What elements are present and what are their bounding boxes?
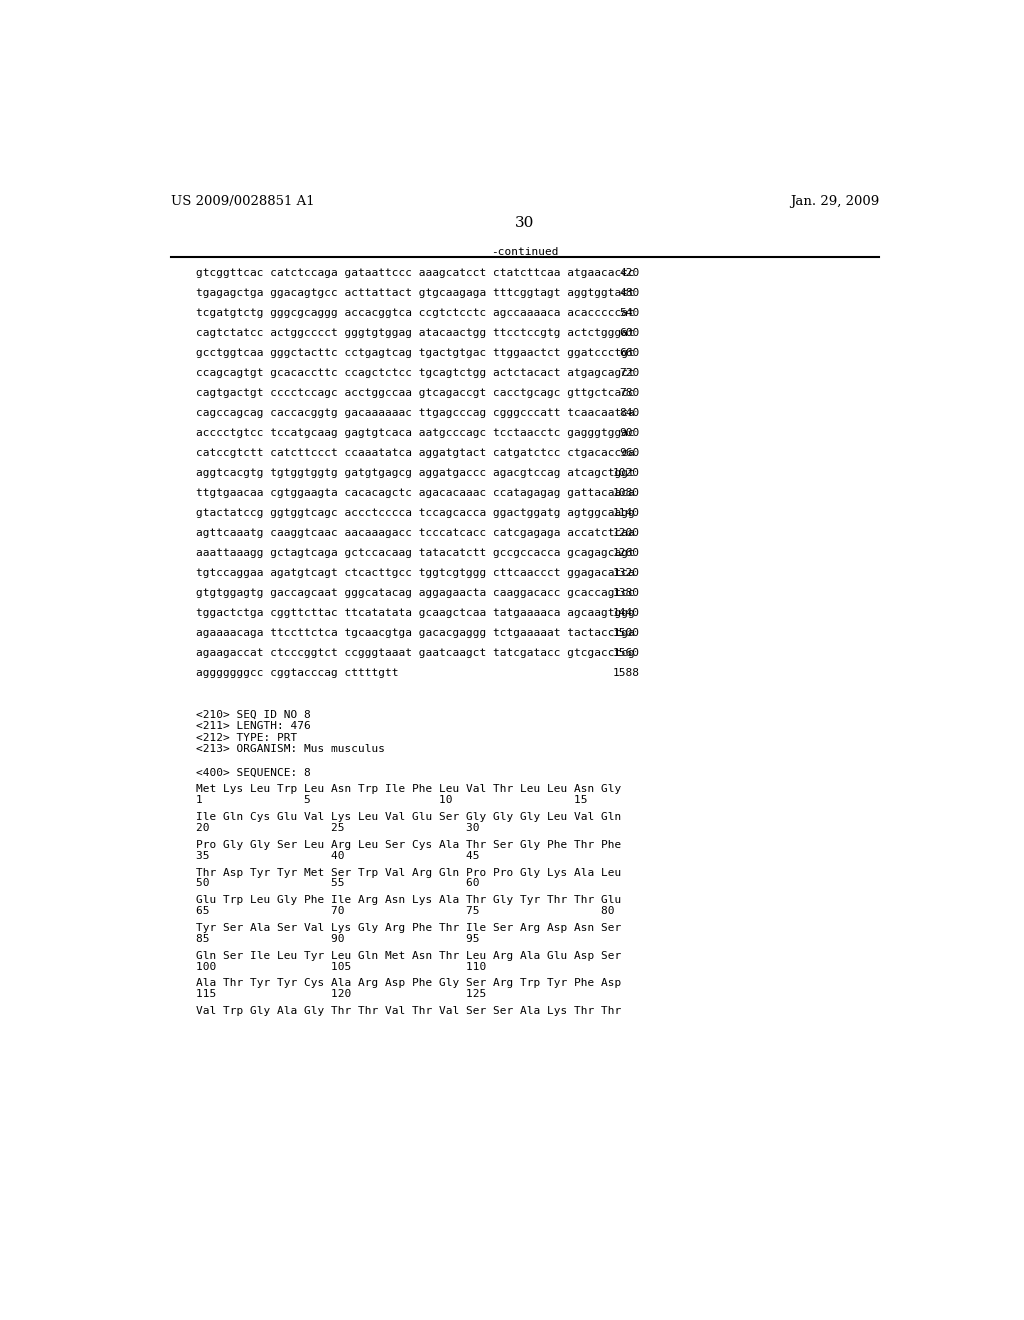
Text: aaattaaagg gctagtcaga gctccacaag tatacatctt gccgccacca gcagagcagt: aaattaaagg gctagtcaga gctccacaag tatacat… (197, 548, 635, 558)
Text: 20                  25                  30: 20 25 30 (197, 822, 479, 833)
Text: Thr Asp Tyr Tyr Met Ser Trp Val Arg Gln Pro Pro Gly Lys Ala Leu: Thr Asp Tyr Tyr Met Ser Trp Val Arg Gln … (197, 867, 622, 878)
Text: tgtccaggaa agatgtcagt ctcacttgcc tggtcgtggg cttcaaccct ggagacatca: tgtccaggaa agatgtcagt ctcacttgcc tggtcgt… (197, 568, 635, 578)
Text: 1440: 1440 (612, 609, 640, 618)
Text: US 2009/0028851 A1: US 2009/0028851 A1 (171, 195, 314, 209)
Text: 50                  55                  60: 50 55 60 (197, 878, 479, 888)
Text: 540: 540 (620, 308, 640, 318)
Text: Ala Thr Tyr Tyr Cys Ala Arg Asp Phe Gly Ser Arg Trp Tyr Phe Asp: Ala Thr Tyr Tyr Cys Ala Arg Asp Phe Gly … (197, 978, 622, 989)
Text: 1560: 1560 (612, 648, 640, 659)
Text: 1020: 1020 (612, 469, 640, 478)
Text: 420: 420 (620, 268, 640, 277)
Text: -continued: -continued (492, 247, 558, 257)
Text: Val Trp Gly Ala Gly Thr Thr Val Thr Val Ser Ser Ala Lys Thr Thr: Val Trp Gly Ala Gly Thr Thr Val Thr Val … (197, 1006, 622, 1016)
Text: 1140: 1140 (612, 508, 640, 517)
Text: 1320: 1320 (612, 568, 640, 578)
Text: 1260: 1260 (612, 548, 640, 558)
Text: tcgatgtctg gggcgcaggg accacggtca ccgtctcctc agccaaaaca acacccccat: tcgatgtctg gggcgcaggg accacggtca ccgtctc… (197, 308, 635, 318)
Text: 780: 780 (620, 388, 640, 397)
Text: 1588: 1588 (612, 668, 640, 678)
Text: 100                 105                 110: 100 105 110 (197, 961, 486, 972)
Text: aggtcacgtg tgtggtggtg gatgtgagcg aggatgaccc agacgtccag atcagctggt: aggtcacgtg tgtggtggtg gatgtgagcg aggatga… (197, 469, 635, 478)
Text: catccgtctt catcttccct ccaaatatca aggatgtact catgatctcc ctgacaccca: catccgtctt catcttccct ccaaatatca aggatgt… (197, 447, 635, 458)
Text: 30: 30 (515, 216, 535, 230)
Text: Glu Trp Leu Gly Phe Ile Arg Asn Lys Ala Thr Gly Tyr Thr Thr Glu: Glu Trp Leu Gly Phe Ile Arg Asn Lys Ala … (197, 895, 622, 906)
Text: 1500: 1500 (612, 628, 640, 638)
Text: 960: 960 (620, 447, 640, 458)
Text: Met Lys Leu Trp Leu Asn Trp Ile Phe Leu Val Thr Leu Leu Asn Gly: Met Lys Leu Trp Leu Asn Trp Ile Phe Leu … (197, 784, 622, 795)
Text: 35                  40                  45: 35 40 45 (197, 850, 479, 861)
Text: 900: 900 (620, 428, 640, 438)
Text: <213> ORGANISM: Mus musculus: <213> ORGANISM: Mus musculus (197, 744, 385, 754)
Text: 660: 660 (620, 348, 640, 358)
Text: <210> SEQ ID NO 8: <210> SEQ ID NO 8 (197, 710, 311, 719)
Text: tgagagctga ggacagtgcc acttattact gtgcaagaga tttcggtagt aggtggtact: tgagagctga ggacagtgcc acttattact gtgcaag… (197, 288, 635, 298)
Text: 1380: 1380 (612, 589, 640, 598)
Text: <212> TYPE: PRT: <212> TYPE: PRT (197, 733, 297, 743)
Text: 720: 720 (620, 368, 640, 378)
Text: Gln Ser Ile Leu Tyr Leu Gln Met Asn Thr Leu Arg Ala Glu Asp Ser: Gln Ser Ile Leu Tyr Leu Gln Met Asn Thr … (197, 950, 622, 961)
Text: ccagcagtgt gcacaccttc ccagctctcc tgcagtctgg actctacact atgagcagct: ccagcagtgt gcacaccttc ccagctctcc tgcagtc… (197, 368, 635, 378)
Text: <400> SEQUENCE: 8: <400> SEQUENCE: 8 (197, 767, 311, 777)
Text: cagtgactgt cccctccagc acctggccaa gtcagaccgt cacctgcagc gttgctcacc: cagtgactgt cccctccagc acctggccaa gtcagac… (197, 388, 635, 397)
Text: tggactctga cggttcttac ttcatatata gcaagctcaa tatgaaaaca agcaagtggg: tggactctga cggttcttac ttcatatata gcaagct… (197, 609, 635, 618)
Text: ttgtgaacaa cgtggaagta cacacagctc agacacaaac ccatagagag gattacaaca: ttgtgaacaa cgtggaagta cacacagctc agacaca… (197, 488, 635, 498)
Text: Ile Gln Cys Glu Val Lys Leu Val Glu Ser Gly Gly Gly Leu Val Gln: Ile Gln Cys Glu Val Lys Leu Val Glu Ser … (197, 812, 622, 822)
Text: Jan. 29, 2009: Jan. 29, 2009 (790, 195, 879, 209)
Text: agaagaccat ctcccggtct ccgggtaaat gaatcaagct tatcgatacc gtcgacctcg: agaagaccat ctcccggtct ccgggtaaat gaatcaa… (197, 648, 635, 659)
Text: <211> LENGTH: 476: <211> LENGTH: 476 (197, 721, 311, 731)
Text: agttcaaatg caaggtcaac aacaaagacc tcccatcacc catcgagaga accatctcaa: agttcaaatg caaggtcaac aacaaagacc tcccatc… (197, 528, 635, 539)
Text: 85                  90                  95: 85 90 95 (197, 933, 479, 944)
Text: Pro Gly Gly Ser Leu Arg Leu Ser Cys Ala Thr Ser Gly Phe Thr Phe: Pro Gly Gly Ser Leu Arg Leu Ser Cys Ala … (197, 840, 622, 850)
Text: Tyr Ser Ala Ser Val Lys Gly Arg Phe Thr Ile Ser Arg Asp Asn Ser: Tyr Ser Ala Ser Val Lys Gly Arg Phe Thr … (197, 923, 622, 933)
Text: 1200: 1200 (612, 528, 640, 539)
Text: 840: 840 (620, 408, 640, 418)
Text: 65                  70                  75                  80: 65 70 75 80 (197, 906, 614, 916)
Text: 600: 600 (620, 327, 640, 338)
Text: 1               5                   10                  15: 1 5 10 15 (197, 795, 588, 805)
Text: gtcggttcac catctccaga gataattccc aaagcatcct ctatcttcaa atgaacaccc: gtcggttcac catctccaga gataattccc aaagcat… (197, 268, 635, 277)
Text: gtgtggagtg gaccagcaat gggcatacag aggagaacta caaggacacc gcaccagtcc: gtgtggagtg gaccagcaat gggcatacag aggagaa… (197, 589, 635, 598)
Text: 1080: 1080 (612, 488, 640, 498)
Text: gtactatccg ggtggtcagc accctcccca tccagcacca ggactggatg agtggcaagg: gtactatccg ggtggtcagc accctcccca tccagca… (197, 508, 635, 517)
Text: agggggggcc cggtacccag cttttgtt: agggggggcc cggtacccag cttttgtt (197, 668, 398, 678)
Text: 115                 120                 125: 115 120 125 (197, 989, 486, 999)
Text: acccctgtcc tccatgcaag gagtgtcaca aatgcccagc tcctaacctc gagggtggac: acccctgtcc tccatgcaag gagtgtcaca aatgccc… (197, 428, 635, 438)
Text: cagtctatcc actggcccct gggtgtggag atacaactgg ttcctccgtg actctgggat: cagtctatcc actggcccct gggtgtggag atacaac… (197, 327, 635, 338)
Text: cagccagcag caccacggtg gacaaaaaac ttgagcccag cgggcccatt tcaacaatca: cagccagcag caccacggtg gacaaaaaac ttgagcc… (197, 408, 635, 418)
Text: agaaaacaga ttccttctca tgcaacgtga gacacgaggg tctgaaaaat tactacctga: agaaaacaga ttccttctca tgcaacgtga gacacga… (197, 628, 635, 638)
Text: 480: 480 (620, 288, 640, 298)
Text: gcctggtcaa gggctacttc cctgagtcag tgactgtgac ttggaactct ggatccctgt: gcctggtcaa gggctacttc cctgagtcag tgactgt… (197, 348, 635, 358)
